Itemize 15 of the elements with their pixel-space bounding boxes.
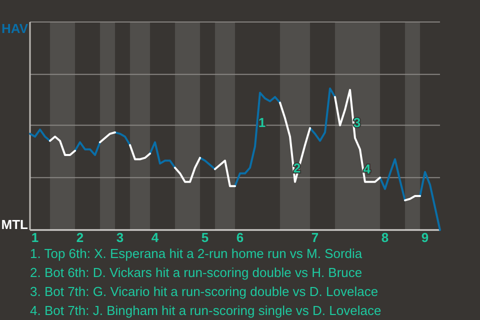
x-tick-label: 9 <box>421 230 429 246</box>
text: MTL <box>1 217 28 232</box>
x-tick-label: 4 <box>151 230 160 246</box>
text: 3. Bot 7th: G. Vicario hit a run-scoring double vs D. Lovelace <box>30 284 378 299</box>
x-tick-label: 1 <box>31 230 39 246</box>
text: 2. Bot 6th: D. Vickars hit a run-scoring double vs H. Bruce <box>30 265 362 280</box>
text: 4. Bot 7th: J. Bingham hit a run-scoring single vs D. Lovelace <box>30 303 382 318</box>
x-tick-label: 2 <box>76 230 84 246</box>
text: 1. Top 6th: X. Esperana hit a 2-run home run vs M. Sordia <box>30 246 363 261</box>
x-tick-label: 7 <box>311 230 319 246</box>
text: HAV <box>2 21 28 36</box>
x-tick-label: 5 <box>201 230 209 246</box>
x-tick-label: 8 <box>381 230 389 246</box>
x-tick-label: 3 <box>116 230 124 246</box>
x-tick-label: 6 <box>236 230 244 246</box>
